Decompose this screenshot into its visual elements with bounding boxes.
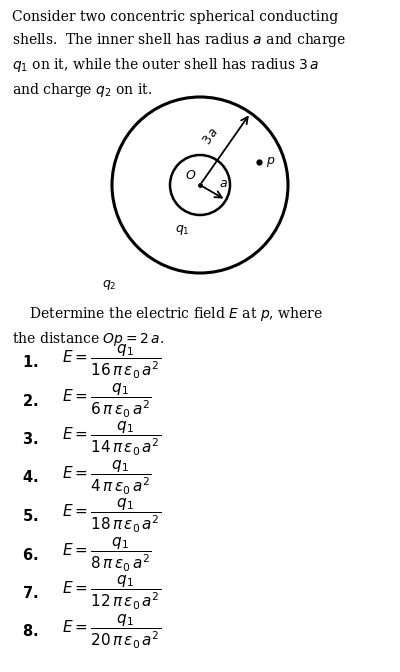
Text: $\mathbf{7.}$: $\mathbf{7.}$ — [22, 585, 38, 601]
Text: $\mathbf{1.}$: $\mathbf{1.}$ — [22, 354, 38, 370]
Text: $E = \dfrac{q_1}{14\,\pi\,\epsilon_0\,a^2}$: $E = \dfrac{q_1}{14\,\pi\,\epsilon_0\,a^… — [62, 420, 161, 458]
Text: $E = \dfrac{q_1}{18\,\pi\,\epsilon_0\,a^2}$: $E = \dfrac{q_1}{18\,\pi\,\epsilon_0\,a^… — [62, 497, 161, 535]
Text: Consider two concentric spherical conducting
shells.  The inner shell has radius: Consider two concentric spherical conduc… — [12, 10, 346, 99]
Text: $\mathbf{6.}$: $\mathbf{6.}$ — [22, 546, 38, 562]
Text: $q_1$: $q_1$ — [175, 223, 189, 237]
Text: $\mathbf{5.}$: $\mathbf{5.}$ — [22, 508, 38, 524]
Text: $a$: $a$ — [218, 177, 228, 190]
Text: $3\,a$: $3\,a$ — [200, 124, 221, 148]
Text: $p$: $p$ — [266, 155, 276, 169]
Text: $\mathbf{3.}$: $\mathbf{3.}$ — [22, 431, 38, 447]
Text: Determine the electric field $E$ at $p$, where
the distance $Op = 2\,a$.: Determine the electric field $E$ at $p$,… — [12, 305, 323, 348]
Text: $\mathbf{4.}$: $\mathbf{4.}$ — [22, 470, 38, 485]
Text: $q_2$: $q_2$ — [102, 278, 117, 292]
Text: $E = \dfrac{q_1}{6\,\pi\,\epsilon_0\,a^2}$: $E = \dfrac{q_1}{6\,\pi\,\epsilon_0\,a^2… — [62, 382, 152, 419]
Text: $\mathbf{2.}$: $\mathbf{2.}$ — [22, 392, 38, 409]
Text: $E = \dfrac{q_1}{4\,\pi\,\epsilon_0\,a^2}$: $E = \dfrac{q_1}{4\,\pi\,\epsilon_0\,a^2… — [62, 458, 152, 497]
Text: $E = \dfrac{q_1}{8\,\pi\,\epsilon_0\,a^2}$: $E = \dfrac{q_1}{8\,\pi\,\epsilon_0\,a^2… — [62, 536, 152, 574]
Text: $E = \dfrac{q_1}{12\,\pi\,\epsilon_0\,a^2}$: $E = \dfrac{q_1}{12\,\pi\,\epsilon_0\,a^… — [62, 574, 161, 612]
Text: $E = \dfrac{q_1}{16\,\pi\,\epsilon_0\,a^2}$: $E = \dfrac{q_1}{16\,\pi\,\epsilon_0\,a^… — [62, 343, 161, 381]
Text: $O$: $O$ — [185, 169, 196, 182]
Text: $E = \dfrac{q_1}{20\,\pi\,\epsilon_0\,a^2}$: $E = \dfrac{q_1}{20\,\pi\,\epsilon_0\,a^… — [62, 612, 161, 650]
Text: $\mathbf{8.}$: $\mathbf{8.}$ — [22, 624, 38, 640]
